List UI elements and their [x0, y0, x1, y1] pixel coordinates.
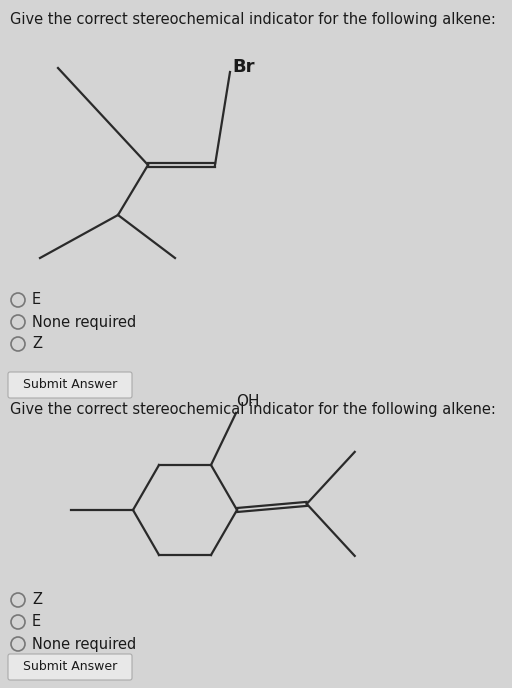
Text: None required: None required	[32, 636, 136, 652]
Text: Br: Br	[232, 58, 254, 76]
Text: Give the correct stereochemical indicator for the following alkene:: Give the correct stereochemical indicato…	[10, 402, 496, 417]
Text: Z: Z	[32, 336, 42, 352]
Text: Give the correct stereochemical indicator for the following alkene:: Give the correct stereochemical indicato…	[10, 12, 496, 27]
Text: E: E	[32, 614, 41, 630]
Text: Submit Answer: Submit Answer	[23, 660, 117, 674]
FancyBboxPatch shape	[8, 654, 132, 680]
Text: OH: OH	[236, 394, 260, 409]
Text: Z: Z	[32, 592, 42, 608]
Text: E: E	[32, 292, 41, 308]
FancyBboxPatch shape	[8, 372, 132, 398]
Text: None required: None required	[32, 314, 136, 330]
Text: Submit Answer: Submit Answer	[23, 378, 117, 391]
